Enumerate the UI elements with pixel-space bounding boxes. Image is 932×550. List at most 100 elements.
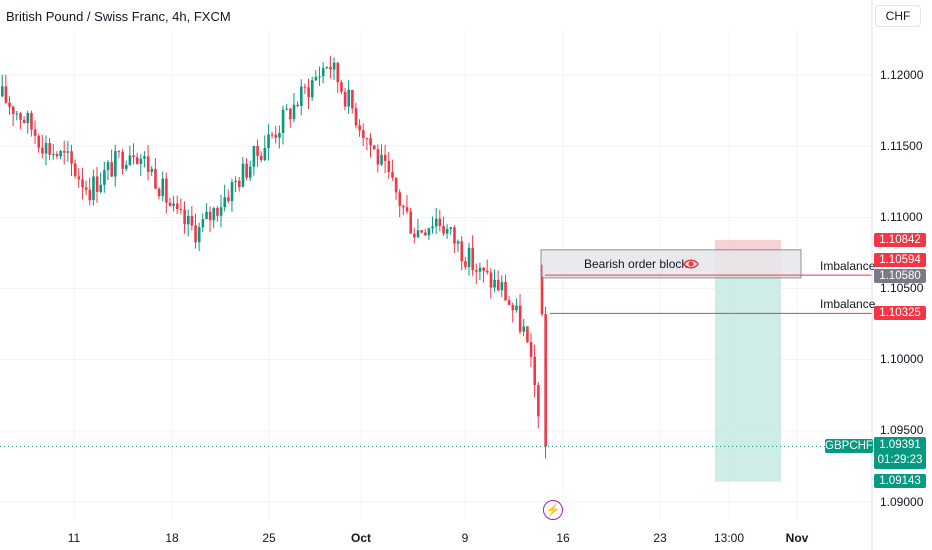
- candle-body: [95, 176, 99, 193]
- candle-body: [106, 162, 110, 170]
- candle-body: [416, 230, 420, 238]
- candle-body: [482, 267, 485, 271]
- candle-body: [92, 176, 95, 201]
- candle-body: [161, 178, 165, 197]
- candle-body: [103, 169, 106, 185]
- candle-body: [340, 82, 343, 92]
- candle-body: [245, 163, 248, 178]
- candle-body: [420, 230, 423, 233]
- x-tick-label: 9: [461, 531, 469, 545]
- currency-button[interactable]: CHF: [875, 5, 921, 27]
- y-tick-label: 1.10000: [880, 352, 924, 366]
- lightning-icon[interactable]: ⚡: [543, 500, 563, 520]
- candle-body: [310, 80, 314, 98]
- candle-body: [41, 147, 44, 154]
- candle-body: [139, 158, 143, 164]
- candle-body: [336, 62, 340, 83]
- eye-icon[interactable]: [683, 258, 699, 270]
- imbalance-label[interactable]: Imbalance: [820, 259, 876, 273]
- candle-body: [99, 184, 103, 193]
- candle-body: [496, 279, 500, 291]
- candle-body: [128, 155, 132, 165]
- candle-body: [48, 143, 52, 155]
- candle-body: [537, 385, 540, 417]
- candle-body: [88, 189, 92, 201]
- candle-body: [307, 87, 310, 98]
- candle-body: [157, 188, 161, 197]
- price-label-imbalance: 1.10594: [874, 253, 926, 267]
- candle-body: [117, 151, 121, 153]
- candle-body: [358, 125, 361, 131]
- candle-body: [124, 164, 128, 169]
- candle-body: [11, 106, 15, 114]
- candle-body: [362, 130, 365, 139]
- candle-body: [387, 160, 391, 173]
- candle-body: [77, 176, 81, 180]
- y-tick-label: 1.11000: [880, 210, 923, 224]
- candle-body: [303, 86, 307, 88]
- y-tick-label: 1.10500: [880, 281, 924, 295]
- candle-body: [267, 134, 270, 148]
- candle-body: [314, 76, 318, 81]
- candle-body: [365, 138, 369, 140]
- current-price-label: 1.09391 01:29:23: [874, 437, 926, 469]
- candle-body: [460, 241, 464, 262]
- candle-body: [351, 89, 354, 109]
- current-price: 1.09391: [879, 439, 921, 451]
- candle-body: [143, 156, 146, 159]
- candle-body: [285, 108, 289, 110]
- candle-body: [372, 145, 376, 150]
- candle-body: [281, 109, 285, 133]
- candle-body: [150, 168, 154, 172]
- order-block-label[interactable]: Bearish order block: [584, 257, 688, 271]
- candle-body: [219, 207, 223, 216]
- candle-body: [1, 86, 4, 97]
- candle-body: [15, 113, 19, 115]
- candle-body: [456, 241, 460, 244]
- candle-body: [493, 279, 496, 288]
- candle-body: [296, 104, 299, 106]
- candle-body: [201, 219, 205, 228]
- candle-body: [449, 227, 453, 230]
- candle-body: [343, 91, 347, 107]
- candle-body: [165, 178, 168, 203]
- take-profit-zone: [715, 277, 781, 482]
- candle-body: [504, 282, 507, 301]
- imbalance-label[interactable]: Imbalance: [820, 297, 876, 311]
- price-label-order-block: 1.10580: [874, 269, 926, 283]
- price-label-target: 1.09143: [874, 474, 926, 488]
- candle-body: [263, 147, 267, 161]
- candle-body: [234, 180, 237, 182]
- candle-body: [402, 205, 405, 208]
- candle-body: [73, 163, 77, 177]
- candle-body: [8, 102, 11, 107]
- chart-title: British Pound / Swiss Franc, 4h, FXCM: [6, 9, 231, 24]
- x-tick-label: 13:00: [713, 531, 745, 545]
- candle-body: [70, 151, 73, 164]
- candle-body: [424, 232, 427, 236]
- candle-body: [62, 150, 66, 153]
- candle-body: [194, 225, 197, 243]
- candle-body: [544, 314, 547, 447]
- candle-body: [394, 177, 398, 193]
- candle-body: [453, 227, 456, 244]
- candle-body: [438, 218, 442, 227]
- candle-body: [486, 270, 489, 273]
- candle-body: [522, 326, 526, 332]
- candle-body: [383, 154, 387, 161]
- candle-body: [398, 192, 402, 206]
- candle-body: [241, 163, 245, 187]
- x-tick-label: 18: [165, 531, 179, 545]
- candle-body: [44, 143, 48, 154]
- candle-body: [329, 66, 332, 70]
- symbol-label: GBPCHF: [825, 439, 873, 453]
- candle-body: [300, 86, 303, 106]
- candle-body: [500, 282, 504, 291]
- price-label-stop: 1.10842: [874, 233, 926, 247]
- candle-body: [431, 226, 434, 229]
- candle-body: [464, 261, 467, 267]
- candle-body: [252, 145, 256, 167]
- candle-body: [347, 89, 351, 107]
- candle-body: [55, 153, 59, 157]
